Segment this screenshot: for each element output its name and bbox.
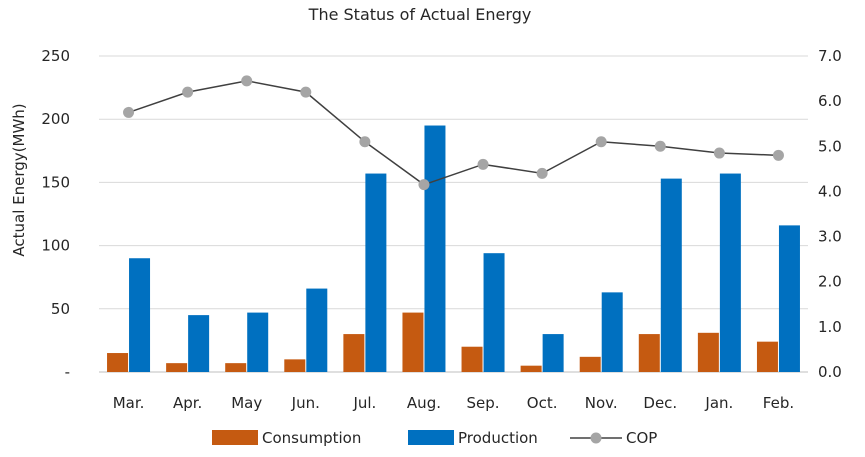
consumption-bar	[225, 363, 247, 372]
cop-marker	[300, 86, 312, 98]
x-tick-label: Nov.	[585, 394, 618, 412]
x-tick-label: Apr.	[173, 394, 202, 412]
cop-line-group	[123, 75, 784, 191]
consumption-bar	[697, 332, 719, 372]
production-bar	[365, 173, 387, 372]
legend: Consumption Production COP	[212, 429, 657, 447]
legend-swatch-production	[408, 430, 454, 445]
x-tick-label: Sep.	[467, 394, 500, 412]
consumption-bar	[107, 353, 129, 372]
production-bar	[601, 292, 623, 372]
consumption-bar	[638, 334, 660, 372]
y-tick-label: -	[65, 363, 70, 381]
x-tick-label: Jul.	[352, 394, 376, 412]
production-bar	[306, 288, 328, 372]
production-bar	[778, 225, 800, 372]
x-tick-label: Aug.	[407, 394, 441, 412]
legend-swatch-consumption	[212, 430, 258, 445]
cop-marker	[772, 149, 784, 161]
production-bar	[424, 125, 446, 373]
y2-tick-label: 2.0	[818, 273, 842, 291]
x-tick-label: Mar.	[113, 394, 145, 412]
cop-marker	[241, 75, 253, 87]
y-tick-label: 250	[41, 47, 70, 65]
consumption-bar	[343, 334, 365, 372]
x-tick-label: Jun.	[291, 394, 320, 412]
production-bar	[483, 253, 505, 372]
legend-label-production: Production	[458, 429, 538, 447]
y-tick-label: 150	[41, 173, 70, 191]
x-tick-label: Jan.	[704, 394, 733, 412]
production-bar	[129, 258, 151, 372]
cop-marker	[713, 147, 725, 159]
y2-tick-label: 6.0	[818, 92, 842, 110]
y-tick-label: 100	[41, 237, 70, 255]
cop-line	[128, 80, 779, 186]
y2-tick-label: 5.0	[818, 137, 842, 155]
y2-tick-label: 7.0	[818, 47, 842, 65]
production-bar	[660, 178, 682, 372]
x-tick-label: Dec.	[643, 394, 677, 412]
y2-tick-label: 4.0	[818, 182, 842, 200]
cop-marker	[418, 179, 430, 191]
legend-label-cop: COP	[626, 429, 657, 447]
y-axis-label: Actual Energy(MWh)	[10, 103, 28, 256]
cop-marker	[536, 167, 548, 179]
axis-labels: - 50 100 150 200 250 0.0 1.0 2.0 3.0 4.0 5.0 6.0 7.0 M…	[41, 47, 842, 412]
y2-tick-label: 0.0	[818, 363, 842, 381]
consumption-bar	[166, 363, 188, 372]
bars	[107, 125, 800, 373]
consumption-bar	[579, 356, 601, 372]
cop-marker	[359, 136, 371, 148]
chart-title: The Status of Actual Energy	[308, 5, 532, 24]
consumption-bar	[284, 359, 306, 372]
cop-marker	[654, 140, 666, 152]
x-tick-label: May	[231, 394, 262, 412]
consumption-bar	[756, 341, 778, 372]
x-tick-label: Feb.	[763, 394, 794, 412]
production-bar	[188, 315, 210, 372]
cop-marker	[182, 86, 194, 98]
production-bar	[542, 334, 564, 372]
consumption-bar	[461, 346, 483, 372]
legend-swatch-cop-marker	[590, 432, 602, 444]
production-bar	[719, 173, 741, 372]
y-tick-label: 200	[41, 110, 70, 128]
consumption-bar	[520, 365, 542, 372]
y2-tick-label: 3.0	[818, 228, 842, 246]
y2-tick-label: 1.0	[818, 318, 842, 336]
production-bar	[247, 312, 269, 372]
cop-marker	[123, 106, 135, 118]
cop-marker	[477, 158, 489, 170]
x-tick-label: Oct.	[527, 394, 558, 412]
consumption-bar	[402, 312, 424, 372]
legend-label-consumption: Consumption	[262, 429, 361, 447]
grid-lines	[99, 55, 808, 373]
cop-marker	[595, 136, 607, 148]
y-tick-label: 50	[51, 300, 70, 318]
